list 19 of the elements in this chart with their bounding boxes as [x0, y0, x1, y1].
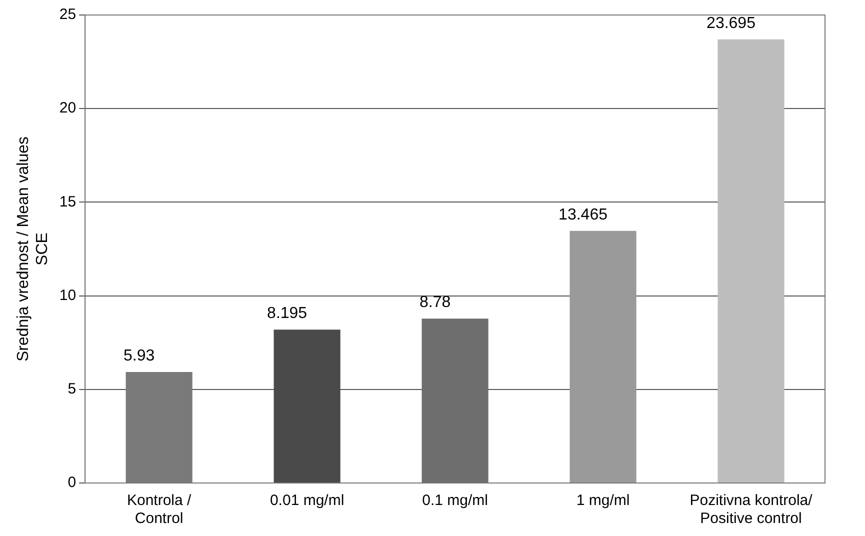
bar — [718, 39, 784, 482]
bar — [570, 230, 636, 482]
x-tick-label: Kontrola / Control — [126, 492, 192, 528]
y-tick-label: 0 — [68, 474, 76, 492]
data-label: 8.195 — [267, 304, 308, 322]
x-tick-label: 0.1 mg/ml — [422, 492, 488, 510]
y-tick-label: 5 — [68, 380, 76, 398]
y-tick-label: 25 — [59, 6, 76, 24]
y-tick-label: 20 — [59, 100, 76, 117]
x-tick-label: 0.01 mg/ml — [270, 492, 344, 510]
x-tick-label: Pozitivna kontrola/ Positive control — [690, 492, 814, 528]
x-tick-label: 1 mg/ml — [576, 492, 630, 510]
y-tick-label: 10 — [59, 286, 76, 304]
y-axis-title: Srednja vrednost / Mean values SCE — [15, 136, 52, 362]
y-tick-label: 15 — [59, 193, 76, 210]
data-label: 8.78 — [419, 294, 451, 312]
data-label: 23.695 — [706, 14, 756, 32]
data-label: 13.465 — [558, 206, 608, 224]
data-label: 5.93 — [124, 347, 155, 364]
